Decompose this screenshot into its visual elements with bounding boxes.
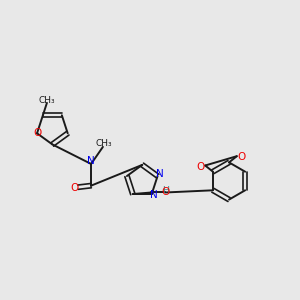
Text: O: O	[70, 183, 79, 193]
Text: O: O	[162, 187, 170, 197]
Text: O: O	[237, 152, 245, 162]
Text: CH₃: CH₃	[96, 139, 112, 148]
Text: N: N	[150, 190, 158, 200]
Text: N: N	[87, 157, 95, 166]
Text: N: N	[156, 169, 164, 179]
Text: O: O	[197, 162, 205, 172]
Text: CH₃: CH₃	[39, 96, 55, 105]
Text: O: O	[33, 128, 41, 138]
Text: H: H	[162, 186, 169, 195]
